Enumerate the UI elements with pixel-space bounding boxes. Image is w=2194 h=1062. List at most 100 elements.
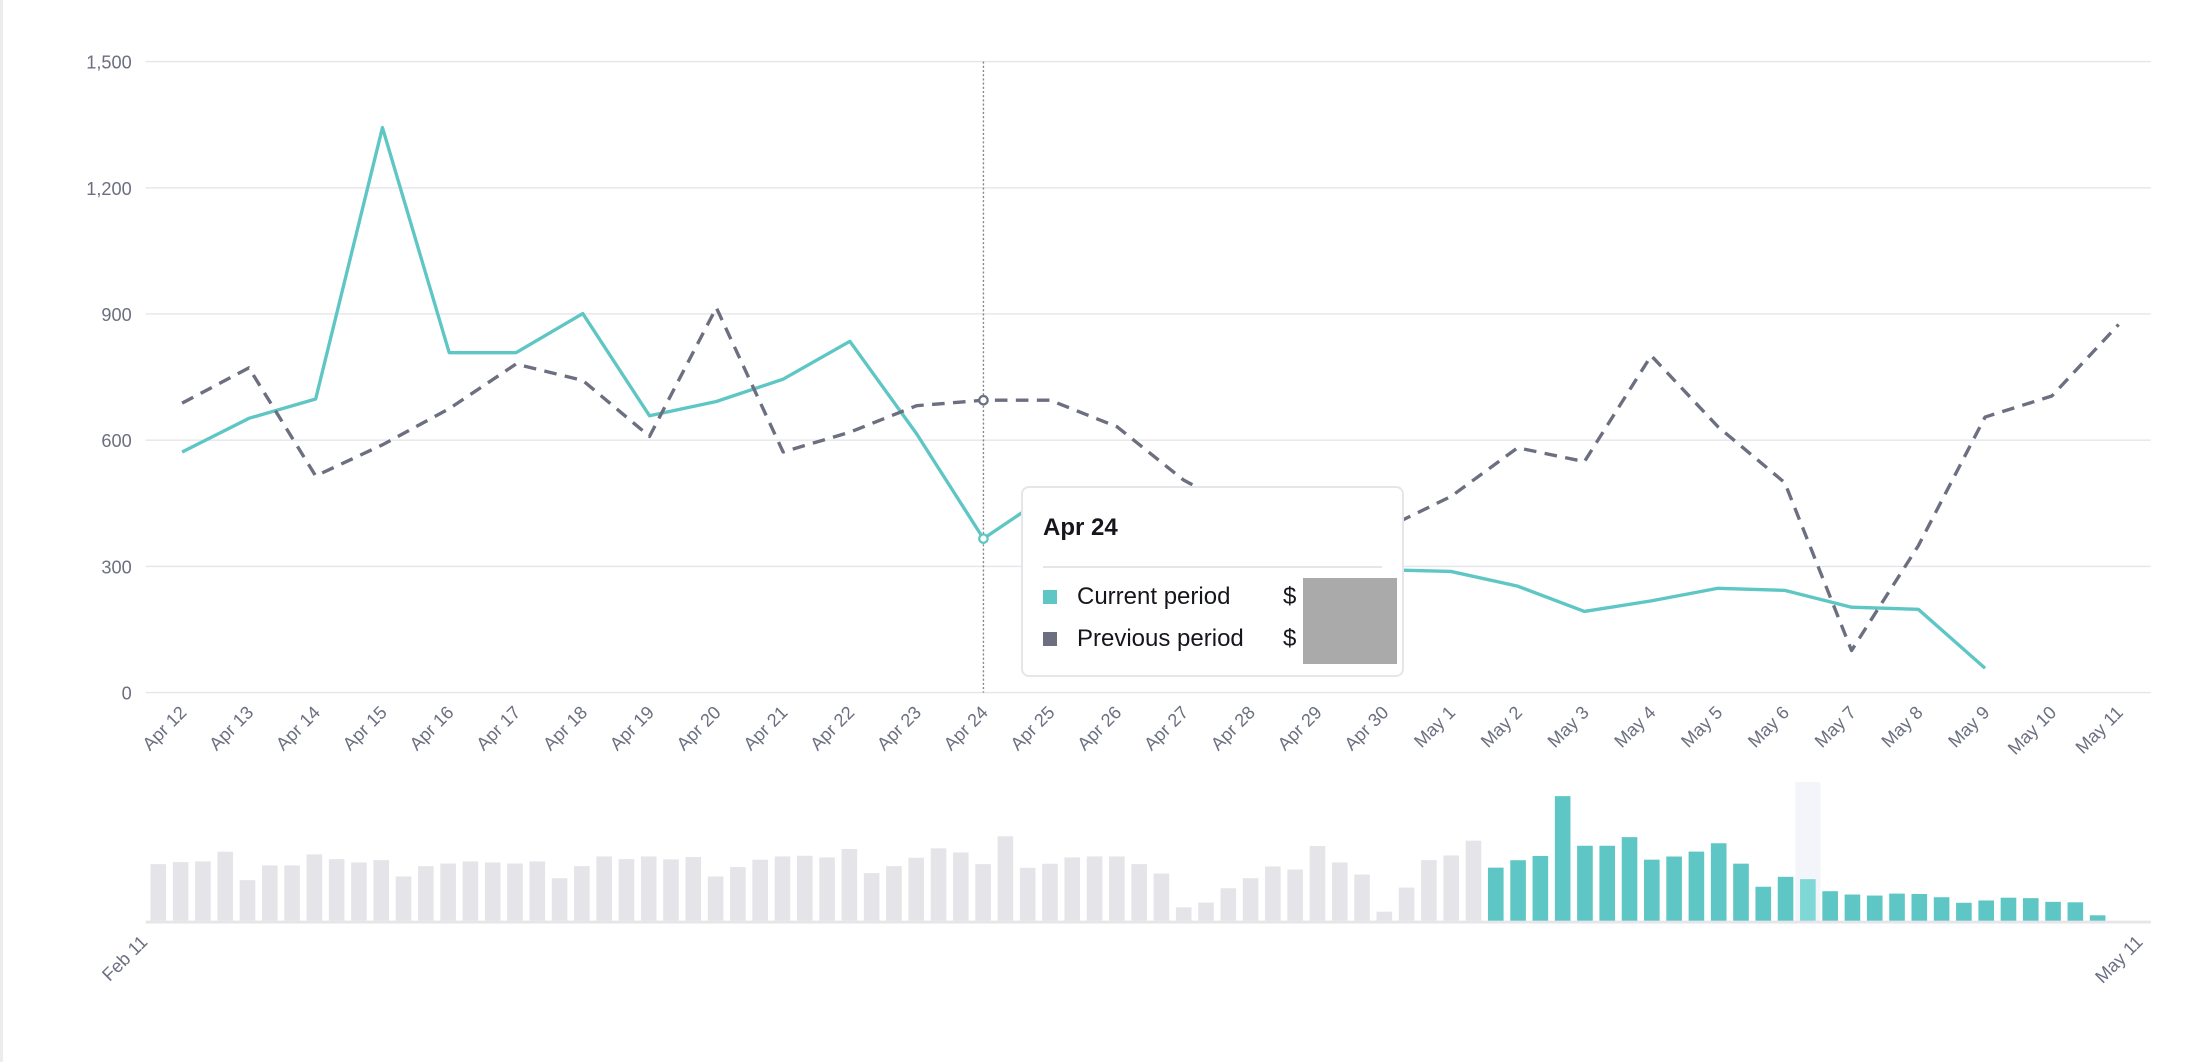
previous-period-swatch xyxy=(1043,632,1057,646)
x-tick-label: May 5 xyxy=(1677,702,1726,751)
main-line-chart[interactable]: 0 300 600 900 1,200 1,500 Apr 12 Apr 13 Apr 14 Ap… xyxy=(3,0,2194,1062)
brush-bar-previous xyxy=(172,862,189,921)
redacted-values xyxy=(1303,578,1397,664)
brush-bar-current xyxy=(1844,894,1861,921)
y-tick-label: 0 xyxy=(122,684,132,704)
brush-bar-current xyxy=(1889,893,1905,921)
brush-bar-previous xyxy=(484,862,501,921)
current-period-swatch xyxy=(1043,590,1057,604)
current-hover-point xyxy=(978,533,989,544)
brush-bar-previous xyxy=(796,855,813,921)
brush-bar-previous xyxy=(886,866,902,921)
x-tick-label: May 1 xyxy=(1410,702,1459,751)
brush-bar-previous xyxy=(507,863,523,921)
brush-bar-previous xyxy=(217,851,234,921)
brush-bar-previous xyxy=(774,856,791,921)
brush-bar-previous xyxy=(462,861,479,921)
brush-bar-current xyxy=(1911,893,1928,921)
brush-bar-current xyxy=(2000,897,2017,921)
brush-bar-current xyxy=(1933,897,1950,921)
previous-hover-point xyxy=(978,394,989,406)
brush-bar-current xyxy=(2022,898,2039,921)
x-tick-label: May 2 xyxy=(1477,702,1526,751)
brush-bar-previous xyxy=(551,878,568,921)
brush-bar-previous xyxy=(1175,907,1192,921)
brush-bar-previous xyxy=(1198,902,1214,921)
brush-bar-previous xyxy=(953,852,969,921)
brush-bar-previous xyxy=(1265,866,1281,921)
x-tick-label: Apr 15 xyxy=(339,702,391,754)
tooltip-row-current: Current period $ xyxy=(1043,582,1296,612)
x-tick-label: Apr 12 xyxy=(139,702,191,754)
y-tick-label: 1,200 xyxy=(86,179,131,199)
brush-bar-current xyxy=(1777,876,1794,921)
brush-bar-current xyxy=(2067,902,2084,921)
x-tick-label: Apr 20 xyxy=(673,702,725,754)
brush-bar-previous xyxy=(1242,878,1259,921)
brush-bar-current xyxy=(1755,886,1772,921)
brush-bar-current xyxy=(1554,796,1571,921)
brush-bar-previous xyxy=(819,857,835,921)
brush-bar-previous xyxy=(1443,855,1460,921)
brush-bar-previous xyxy=(975,864,991,921)
x-tick-label: Apr 16 xyxy=(406,702,458,754)
x-tick-label: May 4 xyxy=(1610,702,1659,751)
brush-bar-previous xyxy=(908,857,925,921)
x-tick-label: May 9 xyxy=(1944,702,1993,751)
brush-bar-previous xyxy=(150,864,167,921)
x-tick-label: Apr 28 xyxy=(1207,702,1259,754)
brush-bar-previous xyxy=(596,856,612,921)
tooltip-value: $ xyxy=(1283,625,1297,652)
brush-bar-previous xyxy=(1019,867,1036,921)
brush-bar-current xyxy=(1510,860,1526,921)
tooltip-label: Previous period xyxy=(1077,625,1244,652)
brush-bar-previous xyxy=(997,836,1014,921)
brush-bar-previous xyxy=(685,857,702,921)
brush-x-tick-label: May 11 xyxy=(2091,932,2146,987)
x-tick-label: Apr 19 xyxy=(606,702,658,754)
brush-bar-previous xyxy=(1465,840,1482,921)
x-tick-label: Apr 27 xyxy=(1140,702,1192,754)
x-tick-label: Apr 29 xyxy=(1274,702,1326,754)
brush-bar-current xyxy=(1733,863,1749,921)
brush-bar-previous xyxy=(1153,873,1170,921)
x-tick-label: Apr 17 xyxy=(472,702,524,754)
brush-bar-previous xyxy=(1398,887,1415,921)
brush-bar-previous xyxy=(1309,846,1326,921)
brush-bar-current xyxy=(1710,843,1727,921)
x-tick-label: Apr 18 xyxy=(539,702,591,754)
brush-bar-previous xyxy=(1064,857,1081,921)
brush-bar-previous xyxy=(306,854,323,921)
brush-bar-previous xyxy=(1220,888,1237,921)
brush-bar-previous xyxy=(1287,869,1303,921)
previous-period-line xyxy=(181,305,2120,653)
brush-bar-current xyxy=(1822,891,1838,921)
brush-bar-previous xyxy=(440,863,456,921)
x-tick-label: Apr 13 xyxy=(205,702,257,754)
x-tick-label: Apr 21 xyxy=(740,702,792,754)
x-tick-label: Apr 22 xyxy=(806,702,858,754)
x-tick-label: May 10 xyxy=(2004,702,2060,758)
brush-bar-previous xyxy=(1086,856,1103,921)
brush-bar-current xyxy=(1599,845,1616,921)
y-tick-label: 900 xyxy=(101,305,131,325)
brush-bar-previous xyxy=(1331,862,1348,921)
x-tick-label: Apr 30 xyxy=(1341,702,1393,754)
brush-bar-current xyxy=(1688,851,1705,921)
brush-bar-previous xyxy=(395,876,412,921)
brush-bar-current xyxy=(1800,879,1816,921)
y-tick-label: 300 xyxy=(101,557,131,577)
x-tick-label: Apr 26 xyxy=(1073,702,1125,754)
x-tick-label: Apr 23 xyxy=(873,702,925,754)
brush-bar-previous xyxy=(730,867,746,921)
brush-bar-previous xyxy=(640,856,657,921)
brush-bar-current xyxy=(1956,902,1972,921)
brush-bar-previous xyxy=(1354,874,1370,921)
brush-bar-current xyxy=(1487,867,1504,921)
x-tick-label: May 3 xyxy=(1544,702,1593,751)
x-tick-label: Apr 14 xyxy=(272,702,324,754)
x-tick-label: Apr 24 xyxy=(940,702,992,754)
brush-bar-previous xyxy=(1042,863,1058,921)
brush-bar-previous xyxy=(1421,860,1437,921)
